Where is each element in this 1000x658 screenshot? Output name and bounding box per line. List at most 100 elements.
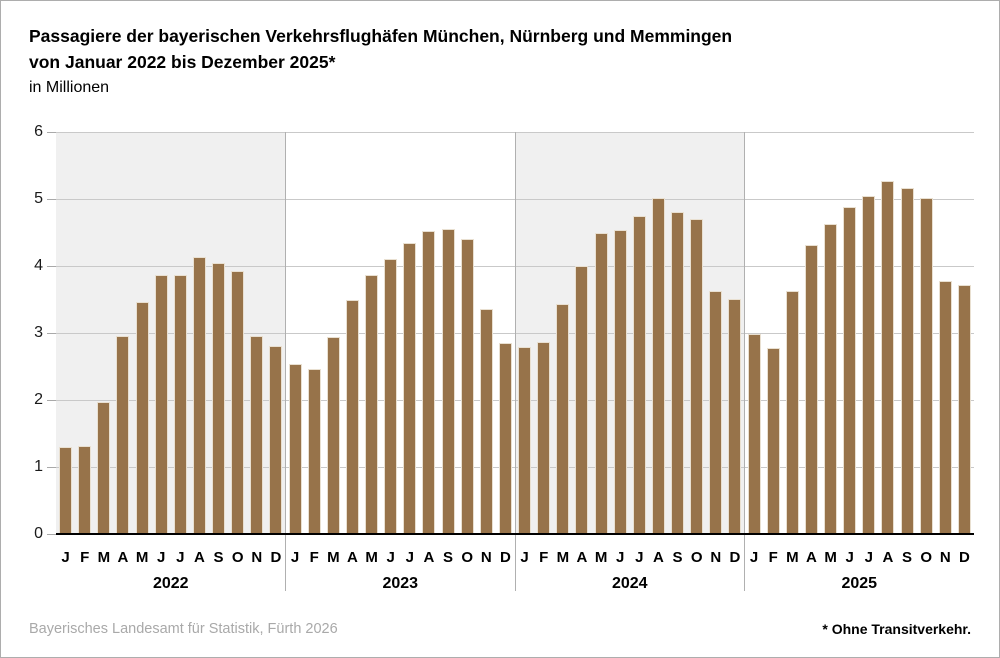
bar-2023-A7 (422, 231, 436, 534)
year-label-2025: 2025 (841, 575, 878, 592)
year-separator-1 (285, 132, 286, 591)
month-label-2025-11: D (959, 549, 970, 566)
y-axis-tick-4 (47, 266, 56, 267)
bar-2024-F1 (537, 341, 551, 534)
y-axis-label-1: 1 (34, 458, 43, 475)
bar-2025-M4 (824, 224, 838, 534)
bar-2023-D11 (498, 343, 512, 534)
bar-2025-J0 (747, 333, 761, 534)
month-label-2023-4: M (365, 549, 378, 566)
y-axis-label-0: 0 (34, 525, 43, 542)
month-label-2023-11: D (500, 549, 511, 566)
bar-2024-J6 (632, 216, 646, 534)
month-label-2024-1: F (539, 549, 549, 566)
month-label-2023-2: M (327, 549, 340, 566)
month-label-2025-7: A (882, 549, 894, 566)
bar-2024-S8 (671, 212, 685, 534)
bar-2023-S8 (441, 229, 455, 534)
year-label-2023: 2023 (382, 575, 419, 592)
month-label-2023-9: O (461, 549, 474, 566)
month-label-2024-2: M (556, 549, 570, 566)
month-label-2024-5: J (616, 549, 625, 566)
month-label-2022-7: A (194, 549, 205, 566)
bar-2022-A7 (192, 256, 206, 534)
plot-area (56, 131, 974, 534)
bar-2024-M4 (594, 233, 608, 534)
month-label-2025-8: S (902, 549, 913, 566)
year-separator-2 (514, 132, 516, 591)
month-label-2023-0: J (290, 549, 300, 566)
bar-2023-J5 (384, 259, 398, 534)
month-label-2025-10: N (939, 549, 951, 566)
month-label-2023-5: J (386, 549, 395, 566)
month-label-2024-9: O (690, 549, 703, 566)
bar-2022-D11 (269, 345, 283, 534)
month-label-2022-2: M (97, 549, 111, 566)
bar-2022-N10 (250, 336, 264, 534)
month-label-2024-7: A (653, 549, 664, 566)
month-label-2024-11: D (729, 549, 741, 566)
chart-header: Passagiere der bayerischen Verkehrsflugh… (29, 23, 732, 100)
y-axis-tick-2 (47, 400, 56, 401)
y-axis-label-2: 2 (34, 391, 43, 408)
source-credit: Bayerisches Landesamt für Statistik, Für… (29, 621, 338, 637)
month-label-2025-1: F (768, 549, 778, 566)
bar-2022-O9 (231, 271, 245, 534)
bar-2022-M4 (135, 302, 149, 534)
bar-2023-N10 (479, 308, 493, 534)
month-label-2024-10: N (710, 549, 722, 566)
month-label-2024-4: M (594, 549, 608, 566)
month-label-2023-1: F (309, 549, 319, 566)
y-axis-tick-5 (47, 199, 56, 200)
y-axis-label-4: 4 (34, 257, 43, 274)
month-label-2023-6: J (405, 549, 414, 566)
bar-2024-D11 (728, 298, 742, 534)
month-label-2022-0: J (61, 549, 70, 566)
month-label-2025-3: A (806, 549, 817, 566)
bar-2025-J6 (862, 195, 876, 534)
bar-2023-O9 (460, 239, 474, 534)
bar-2023-J6 (403, 242, 417, 534)
bar-2025-J5 (843, 207, 857, 534)
month-label-2023-3: A (347, 549, 358, 566)
y-axis-tick-0 (47, 534, 56, 535)
bar-2025-O9 (919, 197, 933, 534)
month-label-2024-6: J (635, 549, 644, 566)
month-label-2022-3: A (117, 549, 129, 566)
y-axis-label-6: 6 (34, 123, 43, 140)
x-axis-baseline (56, 533, 974, 535)
y-axis-label-3: 3 (34, 324, 43, 341)
bar-2022-A3 (116, 336, 130, 534)
bar-2024-A7 (651, 198, 665, 534)
bar-2022-F1 (78, 446, 92, 534)
month-label-2022-9: O (231, 549, 244, 566)
month-label-2024-8: S (672, 549, 683, 566)
y-axis-tick-1 (47, 467, 56, 468)
bar-2024-M2 (556, 303, 570, 534)
year-label-2024: 2024 (611, 575, 648, 592)
year-label-2022: 2022 (152, 575, 189, 592)
bar-2023-M4 (365, 274, 379, 534)
month-label-2024-0: J (520, 549, 529, 566)
bar-2025-D11 (957, 284, 971, 534)
footnote: * Ohne Transitverkehr. (822, 621, 971, 637)
y-axis-tick-3 (47, 333, 56, 334)
bar-2025-S8 (900, 187, 914, 534)
month-label-2025-0: J (749, 549, 759, 566)
month-label-2022-10: N (251, 549, 263, 566)
bar-2024-N10 (709, 291, 723, 534)
chart-title-line2: von Januar 2022 bis Dezember 2025* (29, 52, 336, 72)
bar-2025-N10 (938, 281, 952, 534)
bar-2024-J5 (613, 229, 627, 534)
month-label-2022-6: J (176, 549, 185, 566)
bar-2025-F1 (766, 347, 780, 534)
month-label-2023-10: N (480, 549, 492, 566)
bar-2022-J5 (154, 275, 168, 534)
month-label-2022-1: F (80, 549, 90, 566)
bar-2022-M2 (97, 402, 111, 534)
y-axis-tick-6 (47, 132, 56, 133)
month-label-2022-4: M (135, 549, 149, 566)
bar-2025-M2 (785, 291, 799, 534)
bar-2023-J0 (288, 363, 302, 534)
